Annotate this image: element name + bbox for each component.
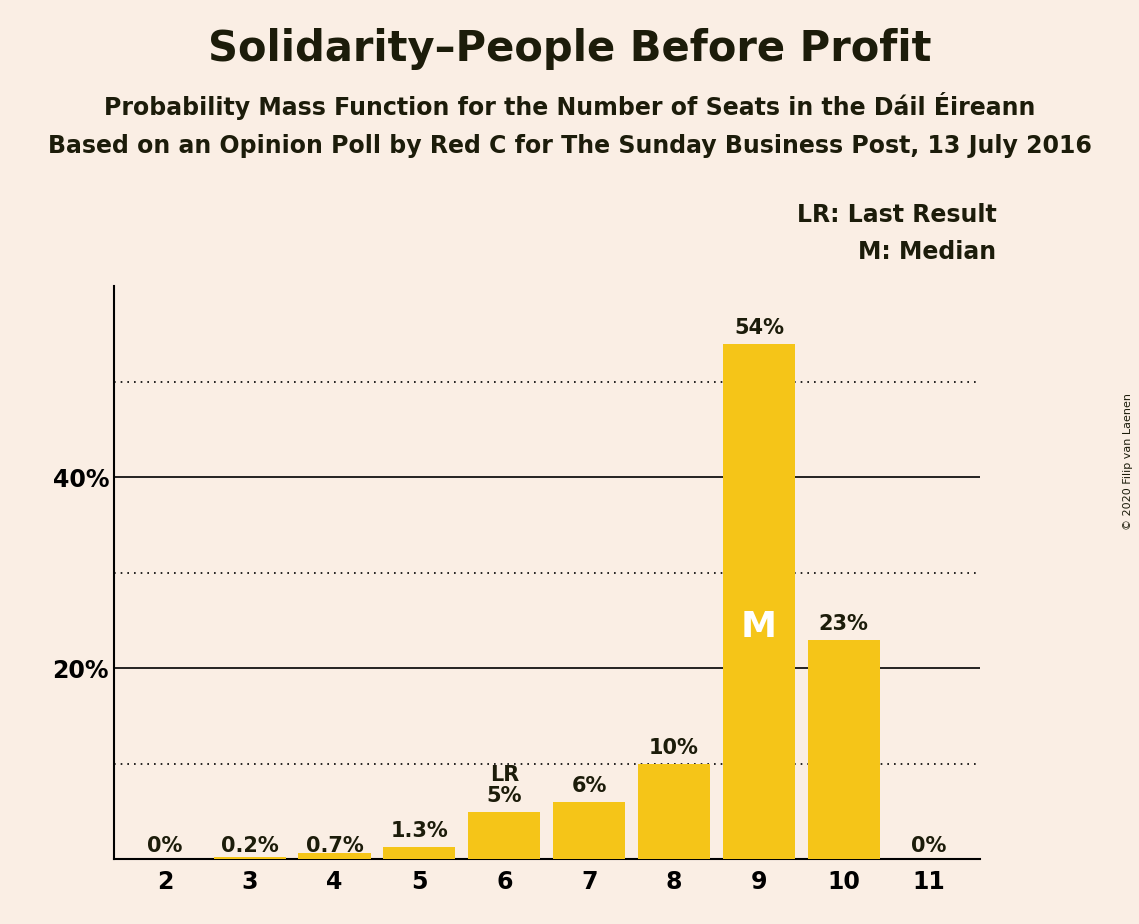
Text: 0%: 0% — [911, 835, 947, 856]
Text: 54%: 54% — [734, 318, 784, 338]
Bar — [468, 811, 540, 859]
Text: M: Median: M: Median — [859, 240, 997, 264]
Bar — [808, 639, 879, 859]
Text: 10%: 10% — [649, 738, 699, 758]
Bar — [554, 802, 625, 859]
Text: © 2020 Filip van Laenen: © 2020 Filip van Laenen — [1123, 394, 1133, 530]
Text: 23%: 23% — [819, 614, 869, 634]
Text: 0%: 0% — [147, 835, 182, 856]
Text: M: M — [740, 611, 777, 644]
Bar — [384, 847, 456, 859]
Text: Solidarity–People Before Profit: Solidarity–People Before Profit — [207, 28, 932, 69]
Text: 0.7%: 0.7% — [305, 835, 363, 856]
Text: Probability Mass Function for the Number of Seats in the Dáil Éireann: Probability Mass Function for the Number… — [104, 92, 1035, 120]
Text: 5%: 5% — [486, 785, 522, 806]
Text: Based on an Opinion Poll by Red C for The Sunday Business Post, 13 July 2016: Based on an Opinion Poll by Red C for Th… — [48, 134, 1091, 158]
Text: 1.3%: 1.3% — [391, 821, 449, 841]
Bar — [214, 857, 286, 859]
Bar — [638, 764, 710, 859]
Text: LR: Last Result: LR: Last Result — [797, 203, 997, 227]
Text: LR: LR — [490, 765, 519, 784]
Bar — [723, 344, 795, 859]
Text: 0.2%: 0.2% — [221, 835, 279, 856]
Bar — [298, 853, 370, 859]
Text: 6%: 6% — [572, 776, 607, 796]
